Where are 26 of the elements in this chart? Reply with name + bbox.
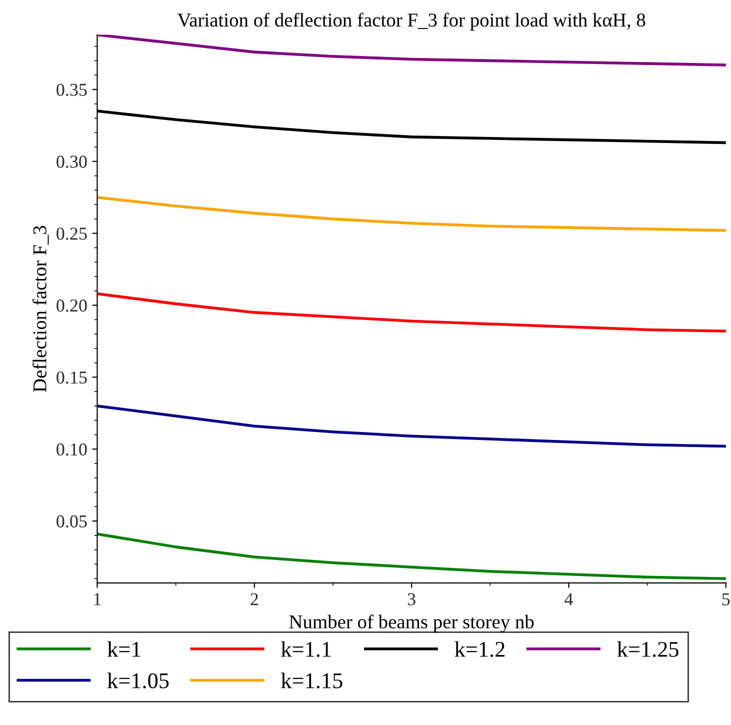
legend-label: k=1.25: [617, 641, 678, 657]
line-series: [97, 196, 726, 232]
x-axis-title: Number of beams per storey nb: [289, 614, 534, 632]
x-tick-label: 1: [94, 593, 101, 606]
chart-title: Variation of deflection factor F_3 for point load with kαH, 8: [177, 12, 646, 31]
line-series: [97, 292, 726, 333]
y-axis-title: Deflection factor F_3: [32, 226, 49, 392]
x-tick-label: 2: [250, 593, 258, 606]
y-tick-label: 0.10: [56, 443, 87, 456]
x-tick-label: 3: [408, 593, 416, 606]
legend-label: k=1.1: [281, 641, 331, 657]
line-series: [97, 34, 726, 66]
y-tick-label: 0.20: [56, 300, 87, 312]
legend-label: k=1: [107, 641, 140, 657]
line-series: [97, 532, 726, 580]
y-tick-label: 0.35: [56, 84, 87, 96]
y-tick-label: 0.30: [56, 156, 87, 168]
y-tick-label: 0.25: [56, 228, 87, 240]
legend-label: k=1.05: [107, 672, 169, 688]
legend-label: k=1.15: [281, 672, 342, 688]
line-series: [97, 404, 726, 448]
x-tick-label: 5: [722, 593, 730, 606]
y-tick-label: 0.05: [56, 515, 87, 528]
x-tick-label: 4: [564, 593, 573, 606]
legend-label: k=1.2: [454, 641, 504, 657]
y-tick-label: 0.15: [56, 371, 87, 384]
